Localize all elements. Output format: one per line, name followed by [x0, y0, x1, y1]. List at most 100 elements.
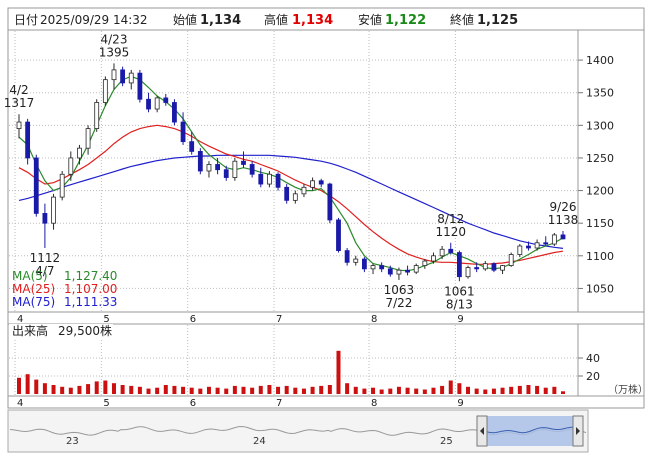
price-axis-tick-label: 1150: [586, 217, 614, 230]
volume-bar: [448, 380, 453, 394]
navigator-selected-range[interactable]: [484, 416, 574, 446]
candle-body: [500, 265, 505, 271]
volume-bar: [206, 386, 211, 394]
volume-bar: [129, 385, 134, 394]
candle-body: [215, 164, 221, 171]
volume-bar: [388, 388, 393, 394]
price-axis-tick-label: 1300: [586, 119, 614, 132]
month-axis-strip-bottom: [7, 395, 645, 409]
candle-body: [292, 193, 298, 201]
volume-bar: [146, 388, 151, 394]
volume-bar: [111, 383, 116, 394]
volume-bar: [483, 389, 488, 394]
candle-body: [102, 79, 108, 103]
volume-bar: [94, 381, 99, 394]
ma25-series: [18, 124, 564, 265]
candle-body: [353, 258, 359, 263]
candle-body: [180, 121, 186, 143]
navigator-year-25: 25: [440, 436, 453, 447]
candle-body: [508, 254, 514, 266]
ma5-legend-label: MA(5): [12, 269, 48, 283]
volume-bar: [17, 377, 21, 394]
candle-body: [396, 269, 402, 275]
volume-axis-tick-label: 40: [586, 352, 600, 365]
navigator-right-handle[interactable]: [572, 415, 584, 447]
candle-body: [387, 268, 393, 275]
candle-body: [370, 265, 376, 270]
datetime-value: 2025/09/29 14:32: [40, 13, 148, 27]
ma25-line: [18, 124, 564, 265]
candle-body: [456, 252, 462, 278]
volume-bar: [215, 387, 220, 394]
candle-body: [51, 196, 56, 224]
candle-body: [310, 180, 315, 188]
volume-bar: [284, 385, 289, 394]
navigator-year-23: 23: [66, 436, 79, 447]
month-tick-label: 9: [457, 314, 463, 325]
candle-body: [534, 242, 540, 249]
price-axis-tick-label: 1100: [586, 250, 614, 263]
candle-body: [241, 160, 246, 165]
candle-body: [172, 102, 177, 123]
price-annotation-label: 1395: [99, 45, 130, 59]
volume-bar: [396, 386, 401, 394]
candle-body: [405, 269, 410, 273]
volume-bar: [224, 388, 229, 394]
navigator-year-24: 24: [253, 436, 266, 447]
chevron-left-icon: [480, 427, 484, 435]
candle-body: [267, 173, 272, 185]
volume-bar: [535, 385, 540, 394]
volume-bar: [68, 387, 73, 394]
month-tick-label: 7: [276, 398, 282, 409]
price-annotation-label: 4/7: [35, 264, 54, 278]
candle-body: [327, 183, 333, 221]
ma25-legend-value: 1,107.00: [64, 282, 117, 296]
volume-bar: [241, 386, 246, 394]
navigator-left-handle[interactable]: [476, 415, 488, 447]
candle-body: [154, 97, 160, 110]
volume-bar: [379, 389, 384, 394]
candle-body: [189, 141, 195, 152]
month-tick-label: 7: [276, 314, 282, 325]
candle-body: [474, 267, 480, 270]
price-axis-tick-label: 1350: [586, 87, 614, 100]
volume-bar: [500, 387, 505, 394]
price-annotation-label: 4/23: [101, 32, 128, 46]
candle-body: [560, 234, 566, 240]
candle-body: [146, 98, 151, 110]
volume-bars: [17, 350, 565, 394]
volume-bar: [526, 385, 531, 394]
low-label: 安値: [358, 12, 382, 27]
volume-bar: [517, 385, 522, 394]
candle-body: [379, 265, 385, 270]
month-axis-bottom: 4 5 6 7 8 9: [17, 398, 464, 409]
candle-body: [249, 164, 255, 175]
candle-body: [25, 121, 31, 159]
ma5-legend-value: 1,127.40: [64, 269, 117, 283]
volume-bar: [362, 388, 367, 394]
volume-bar: [414, 388, 419, 394]
volume-bar: [267, 385, 272, 394]
candle-body: [16, 121, 22, 129]
volume-bar: [543, 387, 548, 394]
candle-body: [275, 173, 281, 188]
price-annotation-label: 7/22: [385, 296, 412, 310]
volume-bar: [491, 388, 496, 394]
volume-bar: [163, 385, 168, 394]
month-tick-label: 6: [190, 398, 196, 409]
volume-gridlines: [9, 325, 578, 396]
volume-bar: [120, 385, 125, 394]
volume-bar: [103, 380, 108, 394]
candle-body: [336, 219, 341, 251]
candle-body: [258, 173, 264, 185]
month-tick-label: 6: [190, 314, 196, 325]
candle-body: [318, 180, 324, 185]
high-label: 高値: [264, 12, 288, 27]
ma25-legend-label: MA(25): [12, 282, 55, 296]
candle-body: [137, 72, 143, 100]
price-annotation-label: 9/26: [550, 200, 577, 214]
candle-body: [491, 263, 497, 271]
ma75-line: [18, 154, 564, 249]
